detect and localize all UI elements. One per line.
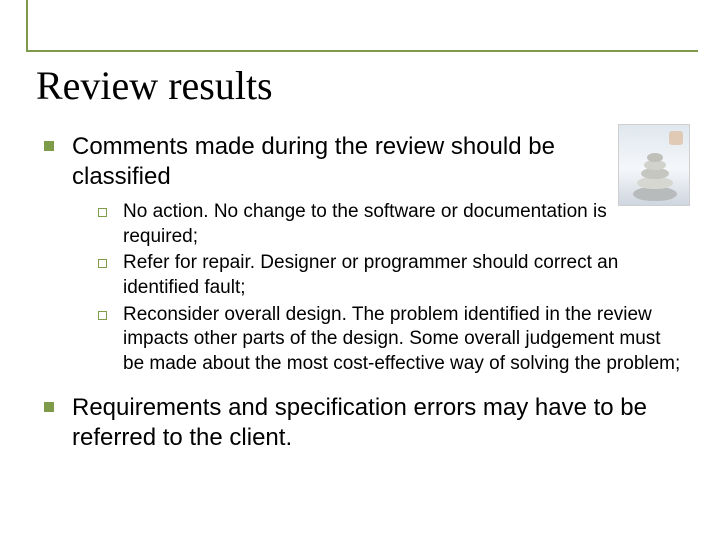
sub-bullet-list: No action. No change to the software or … [98,200,684,377]
bullet-square-icon [44,141,54,151]
slide-body: Comments made during the review should b… [44,132,684,461]
bullet-square-icon [44,402,54,412]
accent-rule-vertical [26,0,28,52]
accent-rule-horizontal [26,50,698,52]
bullet-outline-square-icon [98,259,107,268]
bullet-item: Comments made during the review should b… [44,132,684,192]
sub-bullet-text: Refer for repair. Designer or programmer… [123,251,684,300]
bullet-text: Requirements and specification errors ma… [72,393,652,453]
bullet-outline-square-icon [98,311,107,320]
bullet-text: Comments made during the review should b… [72,132,632,192]
sub-bullet-item: No action. No change to the software or … [98,200,684,249]
bullet-outline-square-icon [98,208,107,217]
sub-bullet-text: No action. No change to the software or … [123,200,684,249]
sub-bullet-text: Reconsider overall design. The problem i… [123,303,684,377]
sub-bullet-item: Reconsider overall design. The problem i… [98,303,684,377]
slide-title: Review results [36,62,273,109]
sub-bullet-item: Refer for repair. Designer or programmer… [98,251,684,300]
bullet-item: Requirements and specification errors ma… [44,393,684,453]
slide: Review results Comments made during the … [0,0,720,540]
